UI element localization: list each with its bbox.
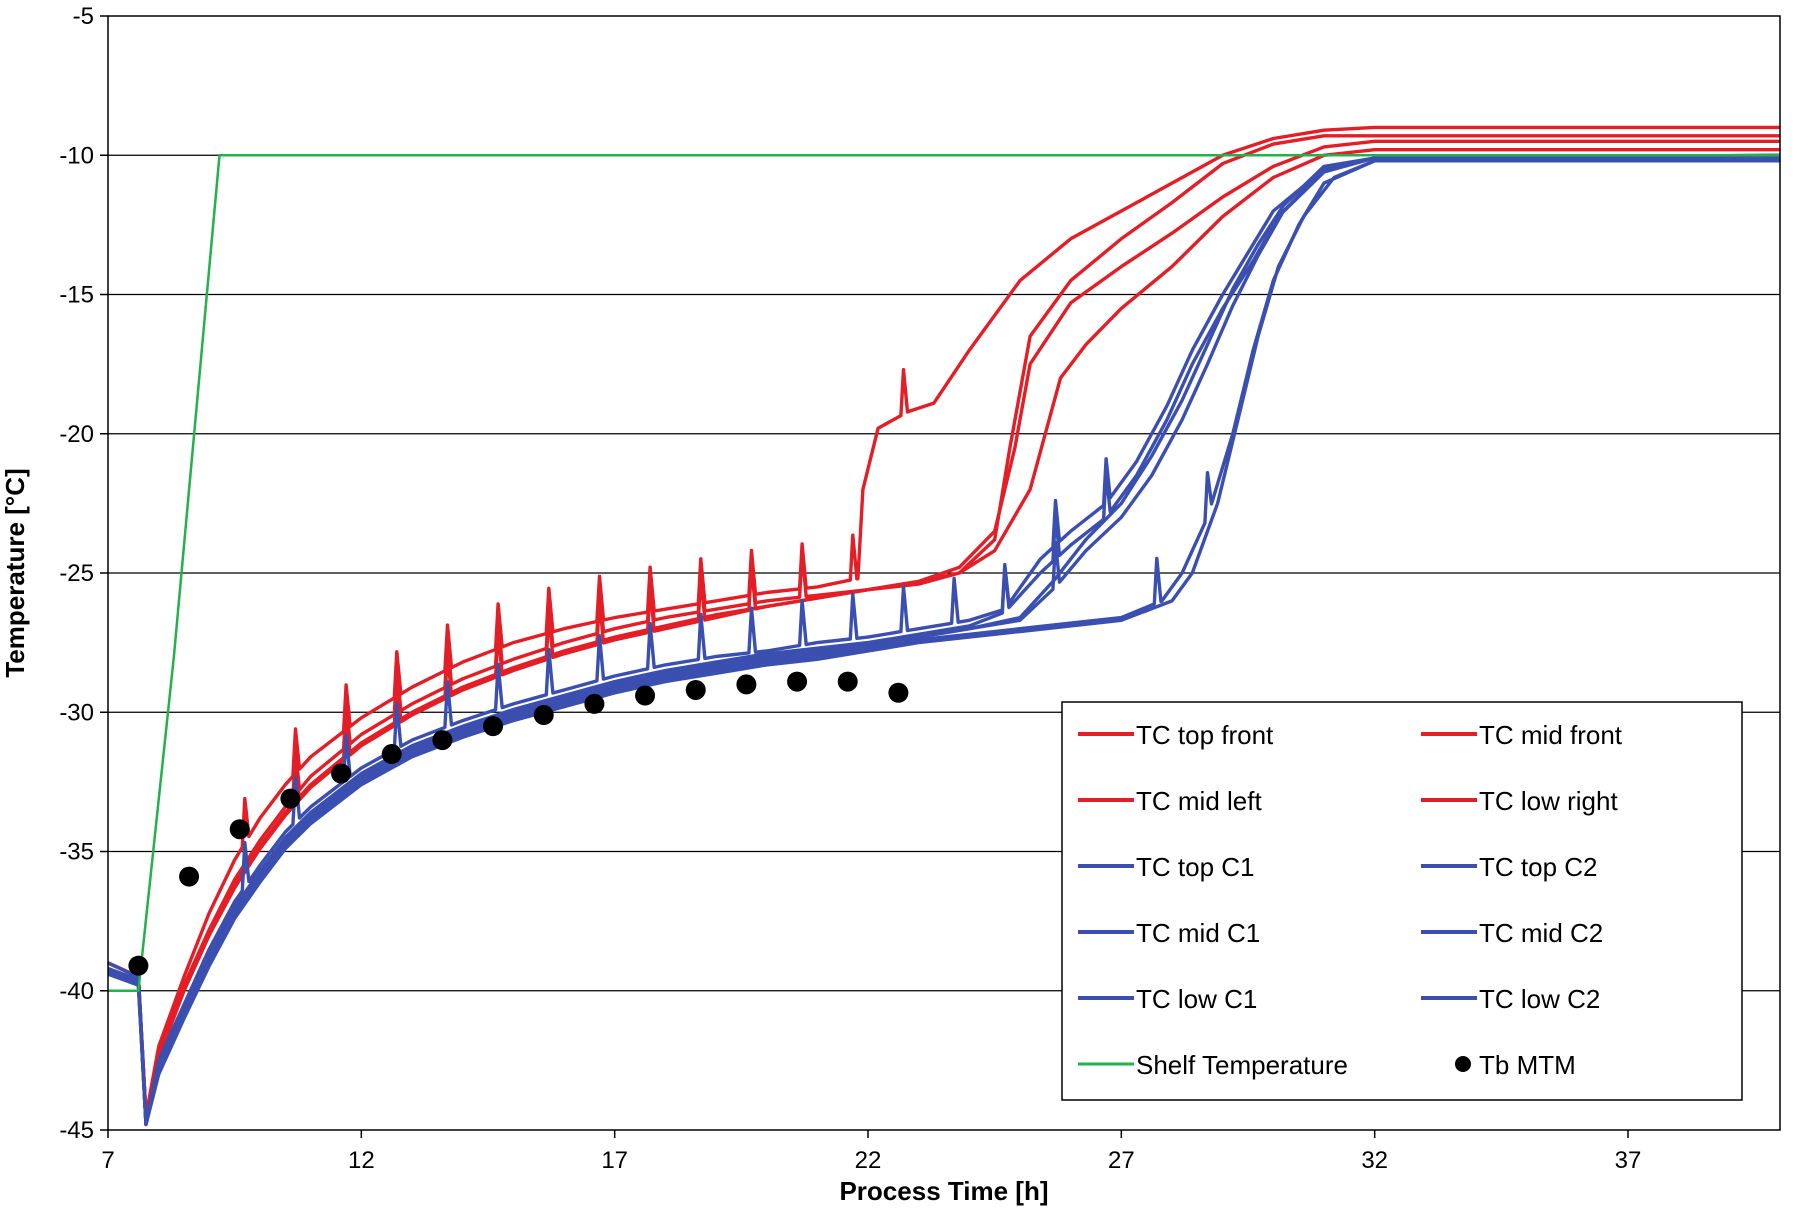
legend-label-tc-mid-left: TC mid left	[1136, 786, 1262, 816]
marker-tb-mtm	[128, 955, 149, 976]
y-tick-label: -25	[59, 560, 94, 587]
legend-label-tc-low-right: TC low right	[1479, 786, 1618, 816]
marker-tb-mtm	[432, 730, 453, 751]
y-tick-label: -40	[59, 978, 94, 1005]
x-tick-label: 37	[1615, 1147, 1642, 1174]
legend-label-tc-mid-c2: TC mid C2	[1479, 918, 1603, 948]
marker-tb-mtm	[736, 674, 757, 695]
marker-tb-mtm	[584, 693, 605, 714]
y-tick-label: -5	[73, 3, 94, 30]
marker-tb-mtm	[787, 671, 808, 692]
y-tick-label: -30	[59, 699, 94, 726]
series-layer	[107, 125, 1781, 1127]
marker-layer	[128, 671, 909, 976]
legend-label-tc-low-c1: TC low C1	[1136, 984, 1257, 1014]
x-tick-label: 17	[601, 1147, 628, 1174]
series-line-shelf-temperature	[108, 154, 1780, 993]
marker-tb-mtm	[888, 682, 909, 703]
marker-tb-mtm	[635, 685, 656, 706]
marker-tb-mtm	[280, 788, 301, 809]
y-axis-title: Temperature [°C]	[0, 468, 30, 677]
axes: -45 -40 -35 -30 -25 -20 -15 -10 -5 7 12 17 22 27 32 37	[59, 3, 1641, 1174]
marker-tb-mtm	[381, 744, 402, 765]
legend-label-tc-mid-c1: TC mid C1	[1136, 918, 1260, 948]
x-tick-label: 27	[1108, 1147, 1135, 1174]
legend-label-tc-top-c1: TC top C1	[1136, 852, 1255, 882]
legend-swatch-tb-mtm	[1455, 1056, 1471, 1072]
series-line-tc-mid-left	[107, 139, 1780, 1118]
legend-label-shelf-temperature: Shelf Temperature	[1136, 1050, 1348, 1080]
legend: TC top front TC mid front TC mid left TC lo…	[1061, 701, 1743, 1101]
series-line-tc-low-c2	[107, 159, 1780, 1127]
legend-label-tb-mtm: Tb MTM	[1479, 1050, 1576, 1080]
marker-tb-mtm	[685, 679, 706, 700]
y-tick-label: -20	[59, 421, 94, 448]
legend-label-tc-top-front: TC top front	[1136, 720, 1274, 750]
y-tick-label: -10	[59, 142, 94, 169]
marker-tb-mtm	[837, 671, 858, 692]
y-tick-label: -45	[59, 1117, 94, 1144]
legend-label-tc-mid-front: TC mid front	[1479, 720, 1623, 750]
x-tick-label: 7	[101, 1147, 114, 1174]
series-line-tc-low-right	[107, 148, 1780, 1118]
x-tick-label: 22	[855, 1147, 882, 1174]
x-axis-title: Process Time [h]	[839, 1176, 1048, 1206]
legend-box	[1061, 701, 1743, 1101]
legend-label-tc-low-c2: TC low C2	[1479, 984, 1600, 1014]
marker-tb-mtm	[331, 763, 352, 784]
legend-label-tc-top-c2: TC top C2	[1479, 852, 1598, 882]
y-tick-label: -15	[59, 282, 94, 309]
x-tick-label: 12	[348, 1147, 375, 1174]
y-tick-label: -35	[59, 839, 94, 866]
marker-tb-mtm	[229, 819, 250, 840]
marker-tb-mtm	[179, 866, 200, 887]
marker-tb-mtm	[483, 716, 504, 737]
marker-tb-mtm	[533, 705, 554, 726]
x-tick-label: 32	[1361, 1147, 1388, 1174]
